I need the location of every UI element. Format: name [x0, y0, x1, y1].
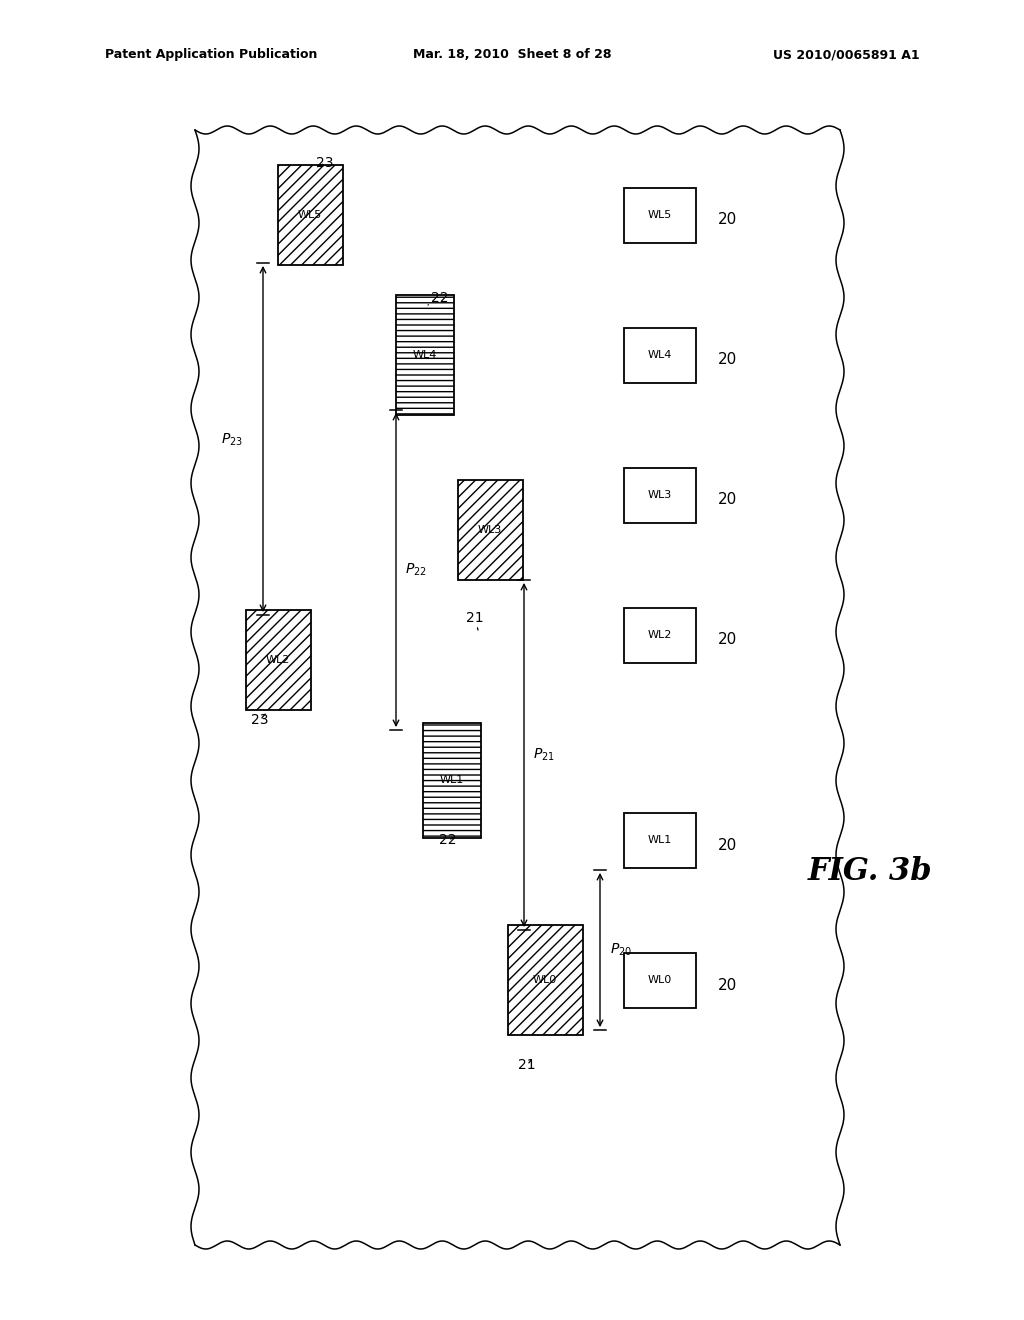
Bar: [624, 953, 696, 1007]
Text: WL4: WL4: [648, 350, 672, 360]
Text: WL5: WL5: [298, 210, 323, 220]
Bar: [278, 165, 342, 265]
Text: 20: 20: [718, 352, 737, 367]
Text: $P_{22}$: $P_{22}$: [406, 562, 427, 578]
Text: WL0: WL0: [648, 975, 672, 985]
Text: WL0: WL0: [532, 975, 557, 985]
Bar: [458, 480, 522, 579]
Text: 22: 22: [439, 833, 457, 847]
Bar: [246, 610, 310, 710]
Text: $P_{23}$: $P_{23}$: [221, 432, 243, 449]
Text: WL2: WL2: [648, 630, 672, 640]
Text: WL1: WL1: [440, 775, 464, 785]
Text: 20: 20: [718, 837, 737, 853]
Text: 22: 22: [428, 290, 449, 305]
Text: Mar. 18, 2010  Sheet 8 of 28: Mar. 18, 2010 Sheet 8 of 28: [413, 48, 611, 61]
Text: US 2010/0065891 A1: US 2010/0065891 A1: [773, 48, 920, 61]
Bar: [624, 607, 696, 663]
Text: 21: 21: [466, 611, 483, 630]
Text: WL1: WL1: [648, 836, 672, 845]
Text: WL5: WL5: [648, 210, 672, 220]
Bar: [624, 813, 696, 867]
Text: 23: 23: [251, 713, 268, 727]
Text: FIG. 3b: FIG. 3b: [808, 855, 932, 887]
Text: 23: 23: [316, 156, 334, 170]
Text: $P_{20}$: $P_{20}$: [610, 941, 632, 958]
Text: 20: 20: [718, 978, 737, 993]
Bar: [396, 294, 454, 414]
Bar: [624, 467, 696, 523]
Text: $P_{21}$: $P_{21}$: [534, 747, 555, 763]
Text: 21: 21: [518, 1059, 536, 1072]
Bar: [624, 187, 696, 243]
Text: 20: 20: [718, 492, 737, 507]
Text: WL4: WL4: [413, 350, 437, 360]
Text: Patent Application Publication: Patent Application Publication: [105, 48, 317, 61]
Bar: [624, 327, 696, 383]
Bar: [508, 925, 583, 1035]
Text: WL3: WL3: [648, 490, 672, 500]
Text: WL3: WL3: [478, 525, 502, 535]
Text: WL2: WL2: [266, 655, 290, 665]
Text: 20: 20: [718, 213, 737, 227]
Text: 20: 20: [718, 632, 737, 648]
Bar: [423, 722, 481, 837]
